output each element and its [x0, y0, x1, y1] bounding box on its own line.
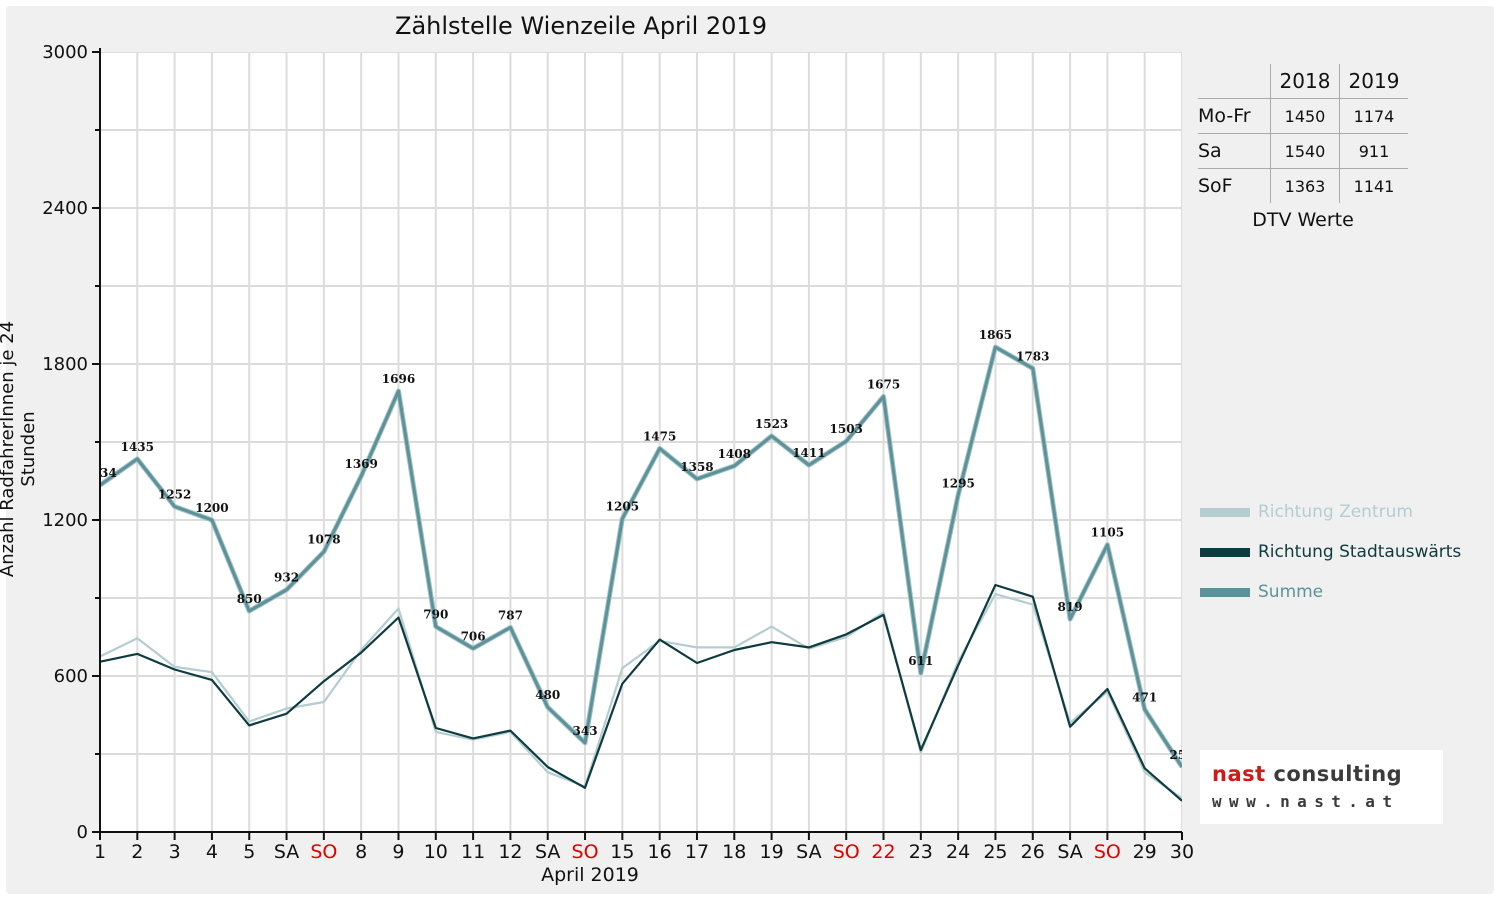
data-label: 819: [1058, 600, 1083, 614]
logo-url: www.nast.at: [1212, 792, 1400, 811]
data-label: 1411: [792, 446, 825, 460]
data-label: 1783: [1016, 349, 1049, 363]
data-label: 250: [1169, 748, 1182, 762]
chart-svg: 1334 1435 1252 1200 850 932 1078 1369 1696 790 706…: [100, 52, 1182, 832]
data-label: 1369: [344, 457, 377, 471]
data-label: 480: [535, 688, 560, 702]
dtv-row: SoF 1363 1141: [1198, 168, 1408, 203]
data-label: 611: [908, 654, 933, 668]
legend-label-zentrum: Richtung Zentrum: [1258, 502, 1413, 522]
data-label: 1435: [121, 440, 154, 454]
legend: Richtung Zentrum Richtung Stadtauswärts …: [1200, 492, 1461, 612]
data-label: 787: [498, 608, 523, 622]
dtv-row-label: Sa: [1198, 133, 1271, 169]
data-label: 1295: [941, 476, 974, 490]
dtv-cell: 1450: [1270, 98, 1340, 134]
data-label: 1696: [382, 372, 415, 386]
company-logo: nast consulting www.nast.at: [1200, 750, 1443, 824]
logo-brand-part1: nast: [1212, 762, 1266, 786]
legend-item-stadtauswaerts: Richtung Stadtauswärts: [1200, 532, 1461, 572]
series-line-zentrum: [100, 592, 1182, 800]
logo-brand-part2: consulting: [1265, 762, 1403, 786]
data-label: 1334: [100, 466, 117, 480]
series-line-stadtauswaerts: [100, 583, 1182, 802]
data-label: 343: [573, 724, 598, 738]
data-label: 1675: [867, 378, 900, 392]
dtv-corner: [1198, 64, 1271, 99]
legend-swatch-zentrum: [1200, 507, 1250, 517]
series-line-summe-halo: [100, 344, 1182, 769]
logo-wordmark: nast consulting: [1212, 762, 1402, 786]
legend-swatch-stadtauswaerts: [1200, 547, 1250, 557]
dtv-cell: 1363: [1270, 168, 1340, 203]
plot-area: 1334 1435 1252 1200 850 932 1078 1369 1696 790 706…: [100, 52, 1182, 832]
data-label: 1078: [307, 533, 340, 547]
x-axis-label: April 2019: [541, 864, 639, 886]
dtv-cell: 1174: [1339, 98, 1408, 134]
data-label: 1523: [755, 417, 788, 431]
data-label: 1865: [979, 328, 1012, 342]
legend-item-summe: Summe: [1200, 572, 1461, 612]
chart-title: Zählstelle Wienzeile April 2019: [395, 12, 767, 40]
dtv-row-label: Mo-Fr: [1198, 98, 1271, 134]
y-axis-label: Anzahl RadfahrerInnen je 24 Stunden: [0, 320, 39, 578]
series-line-summe: [100, 345, 1182, 768]
legend-label-stadtauswaerts: Richtung Stadtauswärts: [1258, 542, 1462, 562]
dtv-row-label: SoF: [1198, 175, 1233, 197]
data-label: 471: [1132, 691, 1157, 705]
dtv-table: 2018 2019 Mo-Fr 1450 1174 Sa 1540 911 So…: [1198, 64, 1408, 231]
dtv-cell: 1141: [1339, 168, 1408, 203]
legend-swatch-summe: [1200, 587, 1250, 597]
data-label: 1105: [1091, 526, 1124, 540]
data-label: 706: [461, 629, 486, 643]
dtv-cell: 911: [1339, 133, 1408, 169]
data-label: 1252: [158, 487, 191, 501]
dtv-caption: DTV Werte: [1252, 209, 1354, 231]
data-label: 1205: [606, 500, 639, 514]
dtv-row: Sa 1540 911: [1198, 133, 1408, 169]
dtv-header-row: 2018 2019: [1198, 64, 1408, 99]
dtv-cell: 1540: [1270, 133, 1340, 169]
dtv-row: Mo-Fr 1450 1174: [1198, 98, 1408, 134]
data-label: 1200: [195, 501, 228, 515]
data-label: 1408: [718, 447, 751, 461]
legend-item-zentrum: Richtung Zentrum: [1200, 492, 1461, 532]
data-label: 1475: [643, 430, 676, 444]
dtv-header-2019: 2019: [1339, 64, 1408, 99]
dtv-header-2018: 2018: [1270, 64, 1340, 99]
data-label: 850: [237, 592, 262, 606]
data-label: 1503: [830, 422, 863, 436]
data-label: 790: [423, 608, 448, 622]
data-label: 932: [274, 571, 299, 585]
data-label: 1358: [680, 460, 713, 474]
legend-label-summe: Summe: [1258, 582, 1324, 602]
